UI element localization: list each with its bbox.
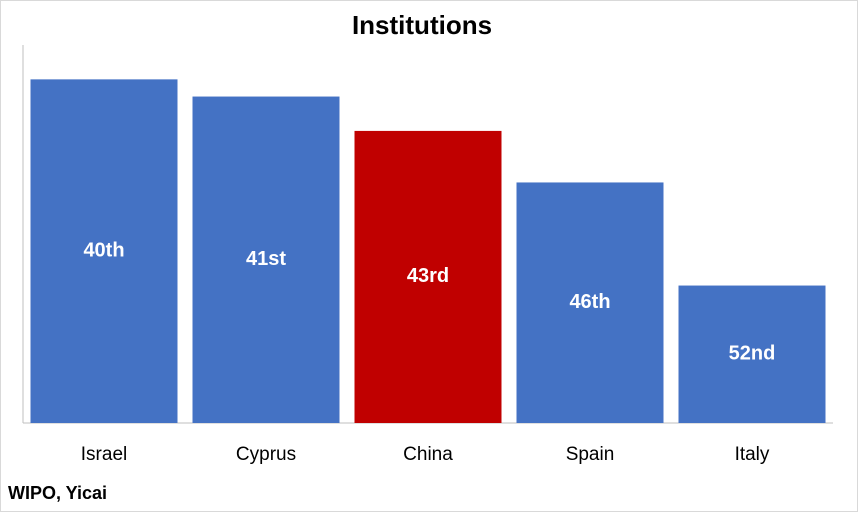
bar bbox=[354, 130, 502, 423]
bar bbox=[30, 79, 178, 423]
bar bbox=[516, 182, 664, 423]
data-label: 46th bbox=[569, 291, 610, 313]
x-tick-label: Spain bbox=[566, 444, 615, 465]
x-tick-label: Italy bbox=[735, 444, 770, 465]
x-tick-label: Israel bbox=[81, 444, 127, 465]
source-note: WIPO, Yicai bbox=[8, 483, 107, 503]
data-label: 52nd bbox=[729, 343, 776, 365]
data-label: 43rd bbox=[407, 265, 449, 287]
bar bbox=[192, 96, 340, 423]
chart-title: Institutions bbox=[352, 10, 492, 40]
data-label: 41st bbox=[246, 248, 286, 270]
x-tick-label: China bbox=[403, 444, 453, 465]
bar bbox=[678, 285, 826, 423]
x-tick-label: Cyprus bbox=[236, 444, 296, 465]
data-label: 40th bbox=[83, 239, 124, 261]
